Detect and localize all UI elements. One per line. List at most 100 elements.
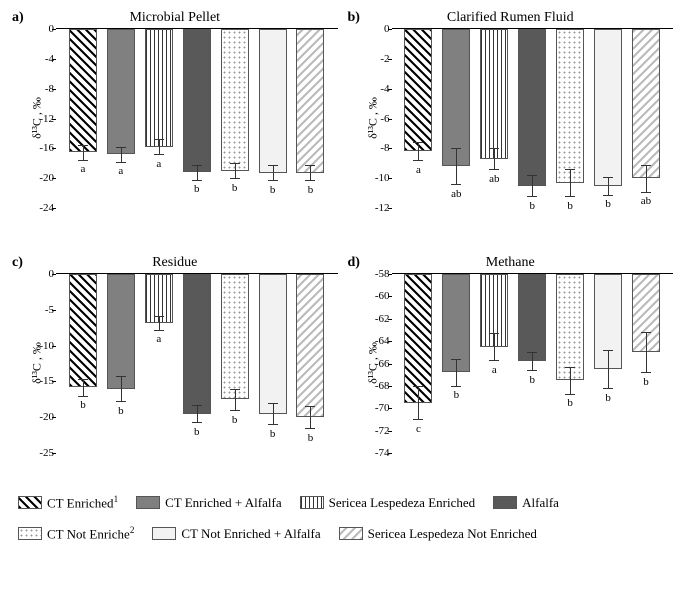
bar: b <box>518 274 546 453</box>
bar: b <box>296 274 324 453</box>
y-tick-label: -72 <box>360 425 390 437</box>
bar-letter-label: ab <box>641 195 651 207</box>
legend-swatch <box>152 527 176 540</box>
bar-letter-label: b <box>643 376 649 388</box>
panel-title: Clarified Rumen Fluid <box>348 10 674 26</box>
panel-letter: d) <box>348 255 360 271</box>
legend-item: Sericea Lespedeza Not Enriched <box>339 525 537 542</box>
y-tick-label: 0 <box>360 23 390 35</box>
panel-title: Residue <box>12 255 338 271</box>
plot-region: 0-2-4-6-8-10-12aababbbbab <box>392 28 674 208</box>
y-tick-label: -64 <box>360 335 390 347</box>
y-tick-label: -4 <box>360 83 390 95</box>
bar-letter-label: a <box>118 165 123 177</box>
bar: b <box>69 274 97 453</box>
legend-label: CT Enriched + Alfalfa <box>165 495 281 511</box>
plot-region: 0-5-10-15-20-25bbabbbb <box>56 273 338 453</box>
y-tick-label: -66 <box>360 358 390 370</box>
bar-letter-label: ab <box>451 188 461 200</box>
bar-letter-label: b <box>232 414 238 426</box>
y-tick-label: -12 <box>360 202 390 214</box>
bar-letter-label: b <box>567 200 573 212</box>
chart-area: δ¹³C , ‰0-2-4-6-8-10-12aababbbbab <box>392 28 674 208</box>
bar: c <box>404 274 432 453</box>
bar-letter-label: a <box>81 163 86 175</box>
plot-region: 0-4-8-12-16-20-24aaabbbb <box>56 28 338 208</box>
y-tick-label: -62 <box>360 313 390 325</box>
y-tick-label: -6 <box>360 113 390 125</box>
panel-b: b)Clarified Rumen Fluidδ¹³C , ‰0-2-4-6-8… <box>348 10 674 235</box>
legend-swatch <box>136 496 160 509</box>
chart-area: δ¹³C , ‰0-5-10-15-20-25bbabbbb <box>56 273 338 453</box>
bars-container: a a a b b b b <box>64 29 330 208</box>
bar: b <box>556 274 584 453</box>
panel-a: a)Microbial Pelletδ¹³C , ‰0-4-8-12-16-20… <box>12 10 338 235</box>
y-tick-label: 0 <box>24 268 54 280</box>
bar: ab <box>442 29 470 208</box>
y-tick-label: -8 <box>24 83 54 95</box>
bar: b <box>259 274 287 453</box>
bar: b <box>183 29 211 208</box>
bar: b <box>518 29 546 208</box>
y-tick-label: -20 <box>24 172 54 184</box>
y-tick-label: 0 <box>24 23 54 35</box>
panel-d: d)Methaneδ¹³C , ‰-58-60-62-64-66-68-70-7… <box>348 255 674 480</box>
legend-item: CT Enriched1 <box>18 494 118 511</box>
legend-swatch <box>493 496 517 509</box>
bar: b <box>594 274 622 453</box>
bar-letter-label: b <box>270 428 276 440</box>
bar-letter-label: b <box>232 182 238 194</box>
bar-letter-label: b <box>308 184 314 196</box>
y-tick-label: -74 <box>360 447 390 459</box>
panel-letter: b) <box>348 10 360 26</box>
y-tick-label: -25 <box>24 447 54 459</box>
bar-letter-label: b <box>454 389 460 401</box>
panel-title: Methane <box>348 255 674 271</box>
legend-label: CT Not Enriche2 <box>47 525 134 542</box>
bar: a <box>145 29 173 208</box>
chart-area: δ¹³C , ‰-58-60-62-64-66-68-70-72-74cbabb… <box>392 273 674 453</box>
y-tick-label: -70 <box>360 402 390 414</box>
legend-swatch <box>18 527 42 540</box>
legend-item: CT Not Enriched + Alfalfa <box>152 525 320 542</box>
legend-label: Sericea Lespedeza Not Enriched <box>368 526 537 542</box>
y-tick-label: -68 <box>360 380 390 392</box>
legend-swatch <box>300 496 324 509</box>
bar: a <box>404 29 432 208</box>
legend-row-2: CT Not Enriche2 CT Not Enriched + Alfalfa… <box>18 525 667 542</box>
bar: b <box>556 29 584 208</box>
y-tick-label: -10 <box>24 340 54 352</box>
bar-letter-label: b <box>529 200 535 212</box>
y-tick-label: -10 <box>360 172 390 184</box>
bar-letter-label: b <box>80 399 86 411</box>
bar-letter-label: b <box>194 426 200 438</box>
bar: a <box>69 29 97 208</box>
panel-letter: a) <box>12 10 24 26</box>
y-tick-label: -2 <box>360 53 390 65</box>
y-tick-label: -16 <box>24 142 54 154</box>
bar-letter-label: a <box>156 333 161 345</box>
bar-letter-label: a <box>492 364 497 376</box>
legend-item: CT Not Enriche2 <box>18 525 134 542</box>
bar-letter-label: b <box>605 392 611 404</box>
bars-container: aababbbbab <box>400 29 666 208</box>
chart-area: δ¹³C , ‰0-4-8-12-16-20-24aaabbbb <box>56 28 338 208</box>
legend-row-1: CT Enriched1CT Enriched + AlfalfaSericea… <box>18 494 667 511</box>
bar: b <box>221 274 249 453</box>
bar-letter-label: b <box>529 374 535 386</box>
bar: a <box>145 274 173 453</box>
bar: b <box>221 29 249 208</box>
bar-letter-label: a <box>156 158 161 170</box>
y-tick-label: -24 <box>24 202 54 214</box>
legend-swatch <box>339 527 363 540</box>
bar: a <box>107 29 135 208</box>
bar: b <box>632 274 660 453</box>
y-tick-label: -58 <box>360 268 390 280</box>
bar-letter-label: b <box>270 184 276 196</box>
bar: b <box>594 29 622 208</box>
y-tick-label: -20 <box>24 411 54 423</box>
legend-item: Alfalfa <box>493 494 559 511</box>
bar-letter-label: b <box>308 432 314 444</box>
y-tick-label: -15 <box>24 375 54 387</box>
bar: b <box>259 29 287 208</box>
